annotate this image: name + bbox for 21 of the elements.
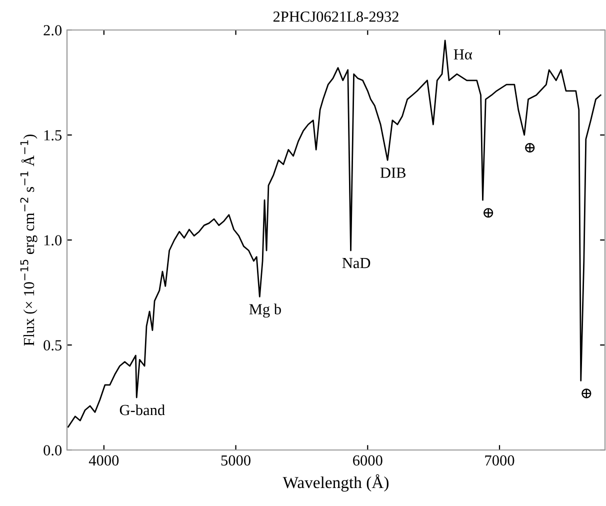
y-tick-label: 1.0 [44, 235, 62, 246]
x-axis-title: Wavelength (Å) [282, 474, 389, 492]
annotation: ⊕ [484, 208, 494, 218]
x-tick-label: 4000 [88, 455, 119, 466]
annotation: NaD [342, 258, 370, 268]
y-tick-label: 2.0 [44, 25, 62, 36]
line-series [67, 40, 602, 428]
x-tick-label: 7000 [485, 455, 514, 466]
annotation: Hα [454, 49, 472, 60]
annotation: G-band [120, 404, 165, 416]
y-tick-label: 0.5 [44, 340, 62, 351]
y-tick-label: 0.0 [44, 445, 62, 456]
chart-title: 2PHCJ0621L8-2932 [273, 12, 398, 22]
text: Flux (× 10$^{−15}$ erg cm$^{−2}$ s$^{−1}$ Å$^{−1}$) [20, 134, 38, 346]
annotation: Mg b [249, 304, 281, 318]
annotation: DIB [380, 168, 406, 178]
annotation: ⊕ [525, 142, 535, 153]
x-tick-label: 6000 [353, 455, 382, 466]
annotation: ⊕ [582, 388, 592, 398]
y-tick-label: 1.5 [44, 130, 62, 141]
x-tick-label: 5000 [221, 455, 250, 466]
